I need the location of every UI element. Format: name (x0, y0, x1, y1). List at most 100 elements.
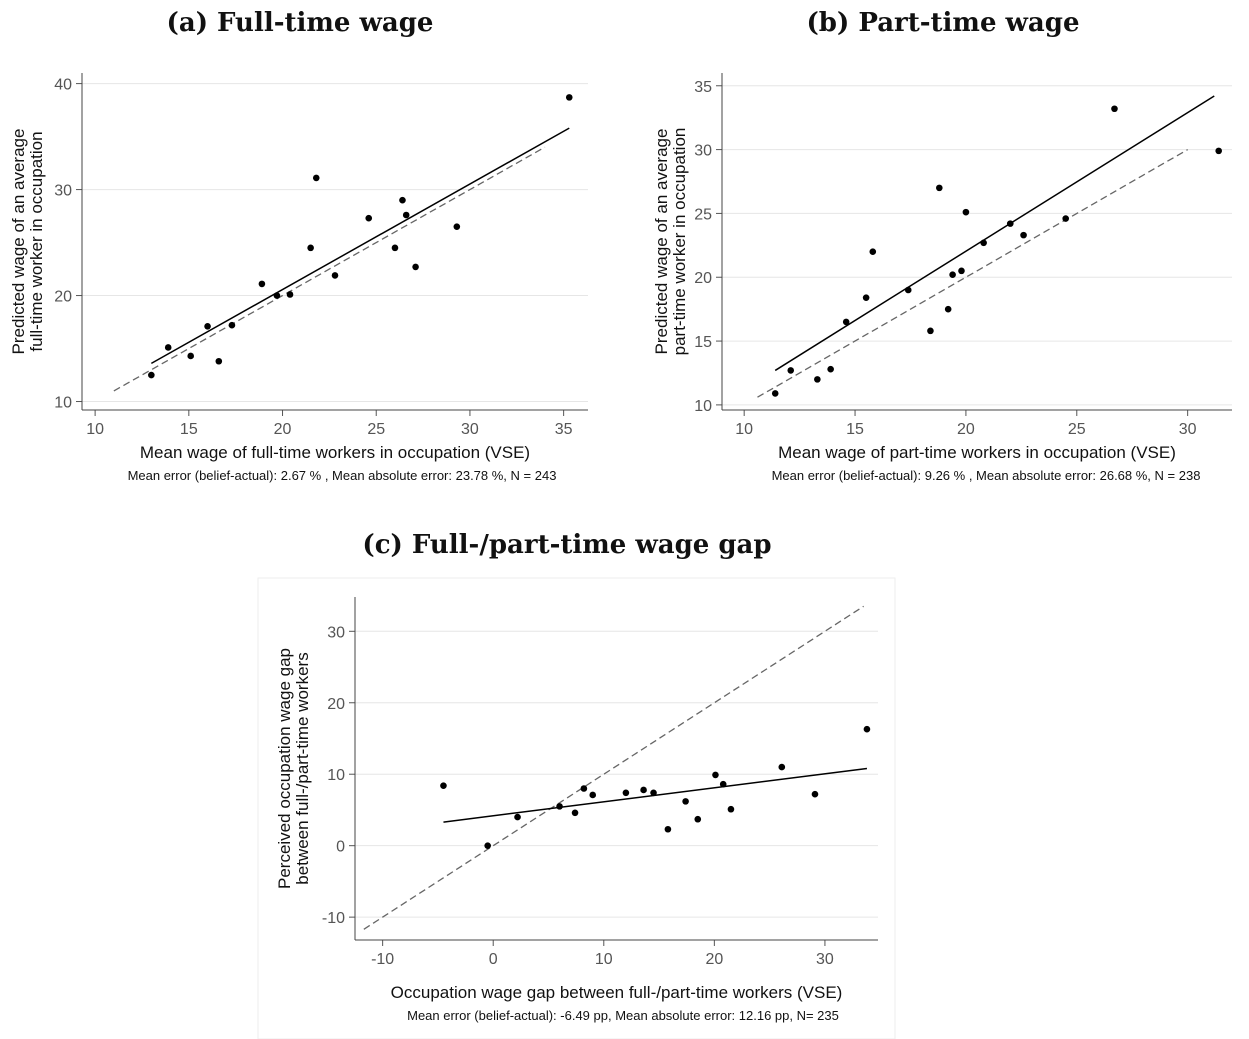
y-tick-label: 40 (54, 77, 72, 94)
y-tick-label: 0 (336, 839, 345, 856)
y-tick-label: 30 (694, 143, 712, 160)
scatter-point (571, 809, 579, 817)
scatter-point (580, 785, 588, 792)
x-tick-label: 20 (957, 421, 975, 438)
scatter-point (453, 223, 461, 230)
scatter-point (215, 357, 223, 365)
scatter-point (904, 286, 912, 294)
x-tick-label: 35 (555, 421, 573, 438)
scatter-point (863, 725, 871, 733)
reference-line (113, 146, 546, 392)
x-tick-label: 25 (367, 421, 385, 438)
y-tick-label: 35 (694, 79, 712, 96)
x-axis-title: Mean wage of full-time workers in occupa… (140, 443, 530, 462)
scatter-point (312, 174, 320, 182)
scatter-point (412, 263, 419, 271)
scatter-point (949, 271, 956, 278)
y-axis-title-line: Perceived occupation wage gap (275, 648, 294, 889)
scatter-point (622, 789, 630, 797)
y-axis-title-line: between full-/part-time workers (293, 652, 312, 884)
panel-2-plot: -10 0 10 20 30 -10 0 10 20 30 Occupation wage gap … (257, 577, 896, 1039)
scatter-point (1006, 220, 1014, 227)
scatter-point (936, 184, 943, 192)
scatter-point (1020, 231, 1027, 239)
scatter-point (514, 813, 521, 821)
y-tick-label: 20 (327, 696, 345, 713)
reference-line (757, 149, 1188, 398)
scatter-point (778, 763, 786, 771)
panel-frame (257, 577, 896, 1039)
scatter-point (187, 352, 194, 360)
scatter-point (148, 371, 155, 379)
scatter-point (307, 244, 314, 252)
scatter-point (556, 803, 563, 810)
y-tick-label: 10 (54, 395, 72, 412)
scatter-point (727, 805, 735, 813)
scatter-point (258, 280, 266, 288)
scatter-point (664, 825, 672, 833)
x-tick-label: 20 (705, 951, 723, 968)
scatter-point (980, 239, 987, 247)
x-tick-label: 30 (461, 421, 479, 438)
y-tick-label: 10 (327, 767, 345, 784)
y-tick-label: 30 (327, 624, 345, 641)
panel-0-plot: 10 20 30 40 10 15 20 25 30 35 Mean wage of full-ti… (9, 73, 588, 483)
x-tick-label: 20 (274, 421, 292, 438)
scatter-point (565, 94, 573, 101)
scatter-point (1062, 215, 1069, 222)
x-tick-label: 10 (735, 421, 753, 438)
y-tick-label: 30 (54, 183, 72, 200)
scatter-point (365, 214, 373, 222)
scatter-point (402, 211, 410, 219)
scatter-point (273, 292, 281, 299)
scatter-point (842, 318, 850, 326)
scatter-point (1215, 147, 1222, 155)
scatter-point (862, 294, 870, 301)
scatter-point (787, 367, 795, 374)
scatter-point (286, 291, 294, 298)
y-tick-label: 10 (694, 398, 712, 415)
y-tick-label: 20 (54, 289, 72, 306)
x-tick-label: 0 (489, 951, 498, 968)
fit-line (774, 95, 1215, 372)
error-note: Mean error (belief-actual): -6.49 pp, Me… (407, 1008, 839, 1023)
x-tick-label: 25 (1068, 421, 1086, 438)
scatter-point (694, 815, 702, 823)
y-axis-title-line: part-time worker in occupation (670, 128, 689, 356)
y-tick-label: 15 (694, 334, 712, 351)
scatter-point (869, 248, 877, 256)
scatter-point (958, 267, 965, 275)
scatter-point (640, 786, 647, 794)
x-axis-title: Occupation wage gap between full-/part-t… (391, 983, 843, 1002)
scatter-point (228, 321, 236, 329)
fit-line (150, 127, 570, 365)
scatter-point (391, 244, 399, 252)
scatter-point (927, 327, 934, 335)
scatter-point (204, 322, 211, 330)
x-tick-label: 30 (816, 951, 834, 968)
x-tick-label: 15 (180, 421, 198, 438)
scatter-point (811, 790, 819, 798)
y-tick-label: 25 (694, 206, 712, 223)
scatter-point (331, 272, 339, 279)
x-tick-label: -10 (371, 951, 394, 968)
error-note: Mean error (belief-actual): 2.67 % , Mea… (128, 468, 557, 483)
x-tick-label: 10 (86, 421, 104, 438)
scatter-point (164, 344, 172, 351)
scatter-point (440, 782, 447, 789)
x-tick-label: 10 (595, 951, 613, 968)
y-tick-label: -10 (322, 910, 345, 927)
scatter-point (484, 842, 491, 849)
scatter-point (1111, 105, 1118, 113)
x-tick-label: 30 (1179, 421, 1197, 438)
error-note: Mean error (belief-actual): 9.26 % , Mea… (772, 468, 1201, 483)
y-axis-title-line: Predicted wage of an average (652, 129, 671, 355)
x-tick-label: 15 (846, 421, 864, 438)
panel-b-title: (b) Part-time wage (806, 8, 1080, 38)
scatter-point (682, 798, 689, 805)
scatter-point (650, 789, 657, 797)
scatter-point (944, 305, 952, 313)
scatter-point (712, 771, 719, 779)
